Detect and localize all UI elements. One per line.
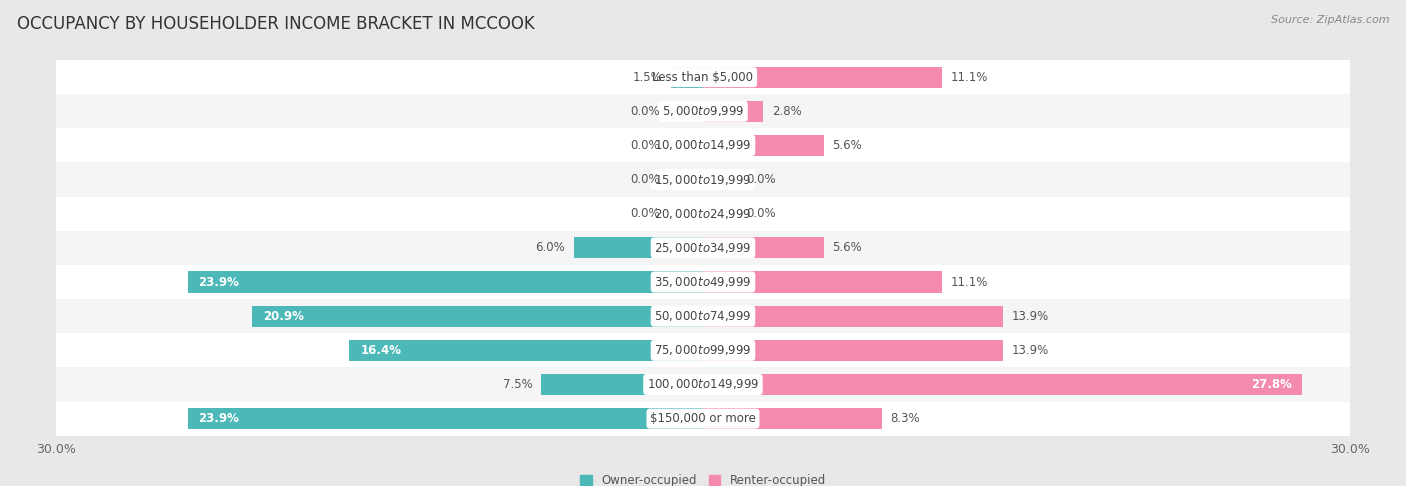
Text: 7.5%: 7.5%	[503, 378, 533, 391]
Text: $150,000 or more: $150,000 or more	[650, 412, 756, 425]
Text: 5.6%: 5.6%	[832, 139, 862, 152]
Text: 20.9%: 20.9%	[263, 310, 304, 323]
Bar	[56, 231, 1350, 265]
Text: 16.4%: 16.4%	[360, 344, 401, 357]
Text: $20,000 to $24,999: $20,000 to $24,999	[654, 207, 752, 221]
Text: 27.8%: 27.8%	[1251, 378, 1292, 391]
Text: 11.1%: 11.1%	[950, 70, 988, 84]
Bar	[56, 197, 1350, 231]
Bar	[703, 271, 942, 293]
Text: 0.0%: 0.0%	[630, 173, 659, 186]
Text: $15,000 to $19,999: $15,000 to $19,999	[654, 173, 752, 187]
Text: $50,000 to $74,999: $50,000 to $74,999	[654, 309, 752, 323]
Text: 23.9%: 23.9%	[198, 412, 239, 425]
Bar	[703, 237, 824, 259]
Bar	[56, 401, 1350, 435]
Bar	[703, 101, 763, 122]
Bar	[574, 237, 703, 259]
Text: 13.9%: 13.9%	[1011, 310, 1049, 323]
Text: OCCUPANCY BY HOUSEHOLDER INCOME BRACKET IN MCCOOK: OCCUPANCY BY HOUSEHOLDER INCOME BRACKET …	[17, 15, 534, 33]
Bar	[703, 374, 1302, 395]
Bar	[703, 135, 824, 156]
Text: 2.8%: 2.8%	[772, 105, 801, 118]
Legend: Owner-occupied, Renter-occupied: Owner-occupied, Renter-occupied	[575, 469, 831, 486]
Bar	[188, 271, 703, 293]
Text: Less than $5,000: Less than $5,000	[652, 70, 754, 84]
Text: Source: ZipAtlas.com: Source: ZipAtlas.com	[1271, 15, 1389, 25]
Text: 11.1%: 11.1%	[950, 276, 988, 289]
Bar	[56, 367, 1350, 401]
Text: $35,000 to $49,999: $35,000 to $49,999	[654, 275, 752, 289]
Text: $75,000 to $99,999: $75,000 to $99,999	[654, 343, 752, 357]
Bar	[56, 94, 1350, 128]
Bar	[350, 340, 703, 361]
Bar	[671, 67, 703, 87]
Bar	[703, 67, 942, 87]
Text: 8.3%: 8.3%	[890, 412, 920, 425]
Text: 5.6%: 5.6%	[832, 242, 862, 254]
Bar	[56, 162, 1350, 197]
Text: $25,000 to $34,999: $25,000 to $34,999	[654, 241, 752, 255]
Text: 13.9%: 13.9%	[1011, 344, 1049, 357]
Text: $5,000 to $9,999: $5,000 to $9,999	[662, 104, 744, 118]
Text: 0.0%: 0.0%	[630, 207, 659, 220]
Text: 0.0%: 0.0%	[630, 105, 659, 118]
Text: 1.5%: 1.5%	[633, 70, 662, 84]
Text: $100,000 to $149,999: $100,000 to $149,999	[647, 378, 759, 391]
Text: 0.0%: 0.0%	[747, 173, 776, 186]
Bar	[703, 340, 1002, 361]
Bar	[188, 408, 703, 429]
Text: 0.0%: 0.0%	[630, 139, 659, 152]
Bar	[703, 408, 882, 429]
Bar	[253, 306, 703, 327]
Bar	[56, 265, 1350, 299]
Bar	[541, 374, 703, 395]
Text: $10,000 to $14,999: $10,000 to $14,999	[654, 139, 752, 153]
Text: 6.0%: 6.0%	[536, 242, 565, 254]
Bar	[56, 60, 1350, 94]
Bar	[703, 306, 1002, 327]
Bar	[56, 128, 1350, 162]
Bar	[56, 299, 1350, 333]
Text: 23.9%: 23.9%	[198, 276, 239, 289]
Text: 0.0%: 0.0%	[747, 207, 776, 220]
Bar	[56, 333, 1350, 367]
